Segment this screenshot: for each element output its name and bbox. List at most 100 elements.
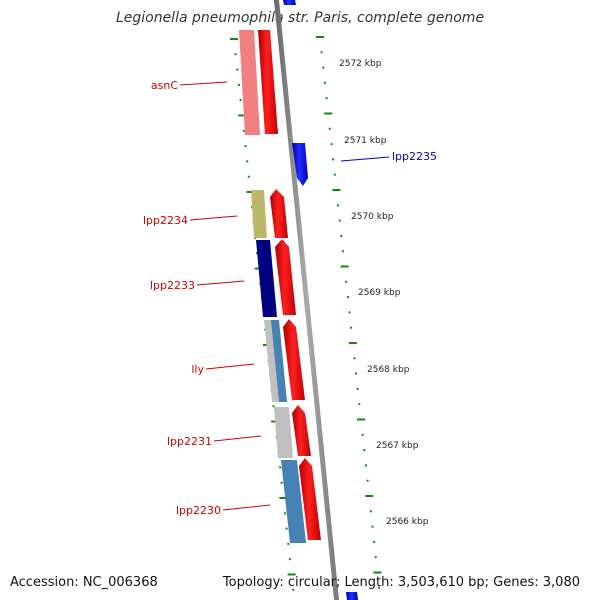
- outer-scale-tick: [333, 173, 336, 176]
- inner-scale-tick: [244, 145, 247, 148]
- asnC-leader: [179, 81, 228, 86]
- scale-ticks: [230, 36, 382, 591]
- outer-scale-tick: [365, 495, 374, 497]
- outer-scale-tick: [371, 525, 374, 528]
- outer-scale-tick: [346, 296, 349, 299]
- lly-leader: [205, 363, 255, 370]
- inner-scale-tick: [292, 588, 295, 591]
- outer-scale-tick: [332, 189, 341, 191]
- gene-label-asnC: asnC: [151, 79, 178, 92]
- inner-scale-tick: [288, 558, 291, 561]
- gene-label-lly: lly: [191, 363, 204, 376]
- scale-label-2568: 2568 kbp: [367, 365, 410, 375]
- outer-scale-tick: [364, 464, 367, 467]
- scale-label-2572: 2572 kbp: [339, 59, 382, 69]
- inner-scale-tick: [272, 405, 275, 408]
- outer-scale-tick: [373, 540, 376, 543]
- outer-scale-tick: [357, 418, 365, 421]
- inner-scale-tick: [234, 53, 237, 56]
- inner-scale-tick: [239, 99, 242, 102]
- outer-scale-tick: [325, 97, 328, 100]
- inner-scale-tick: [230, 38, 238, 40]
- outer-scale-tick: [323, 81, 326, 84]
- inner-scale-tick: [287, 542, 290, 545]
- outer-scale-tick: [373, 571, 382, 574]
- lpp2233-cog-box: [256, 240, 277, 317]
- outer-scale-tick: [348, 311, 351, 314]
- gene-label-lpp2234: lpp2234: [143, 214, 188, 227]
- outer-scale-tick: [330, 143, 333, 146]
- outer-scale-tick: [322, 66, 325, 69]
- inner-scale-tick: [238, 114, 247, 117]
- outer-scale-tick: [353, 357, 356, 360]
- lly-cog-box-blue: [271, 320, 287, 402]
- scale-label-2566: 2566 kbp: [386, 517, 429, 527]
- lpp2233-leader: [196, 280, 245, 286]
- outer-scale-tick: [320, 51, 323, 54]
- lpp2230-leader: [222, 504, 271, 511]
- inner-scale-tick: [246, 191, 255, 193]
- outer-scale-tick: [374, 556, 377, 559]
- outer-scale-tick: [324, 112, 333, 115]
- reverse-gene-remnant-bottom: [346, 592, 358, 600]
- lpp2230-gene: [299, 458, 321, 540]
- gene-label-lpp2231: lpp2231: [167, 435, 212, 448]
- reverse-gene-remnant-top: [283, 0, 296, 5]
- lpp2231-leader: [213, 435, 262, 442]
- inner-scale-tick: [256, 252, 258, 255]
- asnC-cog-box: [239, 30, 260, 135]
- outer-scale-tick: [332, 158, 335, 161]
- gene-label-lpp2235: lpp2235: [392, 150, 437, 163]
- outer-scale-tick: [366, 479, 369, 482]
- outer-scale-tick: [350, 326, 353, 329]
- outer-scale-tick: [369, 510, 372, 513]
- lpp2235-gene: [292, 143, 308, 186]
- inner-scale-tick: [246, 160, 249, 163]
- inner-scale-tick: [279, 497, 288, 499]
- lly-cog-box-gray: [264, 320, 280, 402]
- inner-scale-tick: [242, 129, 245, 132]
- genome-backbone: [274, 0, 339, 600]
- gene-label-lpp2233: lpp2233: [150, 279, 195, 292]
- scale-label-2570: 2570 kbp: [351, 212, 394, 222]
- outer-scale-tick: [361, 433, 364, 436]
- outer-scale-tick: [341, 250, 344, 253]
- lpp2230-cog-box: [281, 460, 306, 543]
- lpp2234-cog-box: [251, 190, 267, 238]
- accession-text: Accession: NC_006368: [10, 575, 158, 590]
- inner-scale-tick: [285, 527, 288, 530]
- lly-gene: [283, 319, 305, 400]
- outer-scale-tick: [340, 265, 349, 268]
- inner-scale-tick: [287, 573, 296, 576]
- outer-scale-tick: [316, 36, 324, 38]
- scale-label-2567: 2567 kbp: [376, 441, 419, 451]
- outer-scale-tick: [355, 372, 358, 375]
- genome-summary-text: Topology: circular; Length: 3,503,610 bp…: [222, 575, 580, 590]
- inner-scale-tick: [284, 512, 286, 515]
- outer-scale-tick: [337, 204, 339, 207]
- scale-label-2571: 2571 kbp: [344, 136, 387, 146]
- inner-scale-tick: [271, 420, 280, 423]
- outer-scale-tick: [363, 449, 366, 452]
- inner-scale-tick: [236, 68, 239, 71]
- lpp2234-gene: [270, 189, 288, 238]
- inner-scale-tick: [279, 466, 282, 469]
- asnC-gene: [258, 30, 278, 134]
- lpp2234-leader: [189, 215, 238, 221]
- outer-scale-tick: [328, 127, 331, 130]
- lpp2231-gene: [292, 405, 311, 456]
- inner-scale-tick: [237, 83, 240, 86]
- lpp2235-leader: [340, 156, 390, 162]
- map-title: Legionella pneumophila str. Paris, compl…: [115, 10, 485, 26]
- outer-scale-tick: [340, 234, 343, 237]
- inner-scale-tick: [247, 175, 250, 178]
- inner-scale-tick: [280, 481, 283, 484]
- outer-scale-tick: [358, 403, 361, 406]
- scale-label-2569: 2569 kbp: [358, 288, 401, 298]
- outer-scale-tick: [345, 280, 348, 283]
- outer-scale-tick: [378, 586, 380, 589]
- outer-scale-tick: [338, 219, 341, 222]
- lpp2231-cog-box: [274, 407, 293, 458]
- gene-label-lpp2230: lpp2230: [176, 504, 221, 517]
